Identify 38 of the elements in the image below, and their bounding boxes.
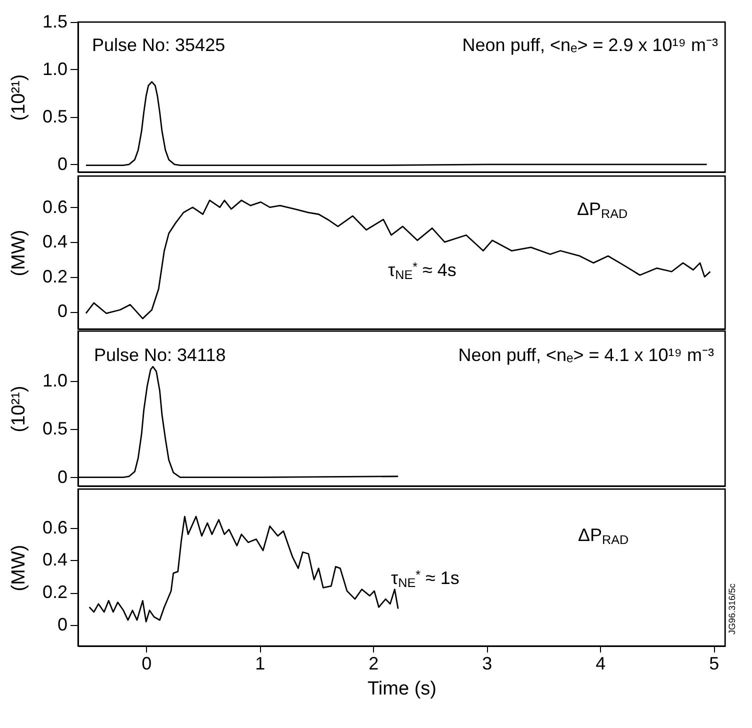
- line-series: [85, 81, 708, 166]
- y-tick-label: 0.4: [42, 550, 68, 570]
- y-tick-label: 0.6: [42, 196, 68, 217]
- line-series: [85, 200, 711, 320]
- y-tick-label: 0.5: [42, 106, 68, 126]
- annotation: τ$_{NE}$$^{*}$ ≈ 4s: [388, 260, 456, 282]
- annotation: Neon puff, <nₑ> = 2.9 x 10¹⁹ m⁻³: [462, 35, 718, 55]
- y-tick-label: 0.6: [42, 517, 68, 538]
- y-axis-title: (10²¹): [8, 74, 30, 121]
- x-tick-label: 3: [482, 654, 492, 674]
- y-tick-label: 1.0: [42, 370, 68, 391]
- annotation: Neon puff, <nₑ> = 4.1 x 10¹⁹ m⁻³: [458, 345, 714, 365]
- annotation: ΔP$_{RAD}$: [578, 525, 629, 548]
- x-tick-label: 5: [709, 654, 720, 674]
- y-axis-title: (MW): [8, 230, 30, 276]
- x-tick-label: 2: [368, 654, 379, 674]
- y-tick-label: 0.4: [42, 232, 68, 252]
- y-axis-title: (MW): [8, 544, 30, 592]
- line-series: [88, 516, 399, 622]
- x-tick-label: 4: [596, 654, 606, 674]
- y-tick-label: 1.0: [42, 58, 68, 79]
- annotation: τ$_{NE}$$^{*}$ ≈ 1s: [391, 568, 460, 590]
- y-tick-label: 0: [57, 154, 68, 174]
- y-tick-label: 0: [57, 466, 68, 487]
- y-tick-label: 0.2: [42, 582, 68, 602]
- x-axis-title: Time (s): [368, 678, 436, 700]
- y-tick-label: 0: [57, 614, 68, 634]
- annotation: Pulse No: 35425: [92, 35, 226, 55]
- y-axis-title: (10²¹): [8, 386, 30, 432]
- text: JG96.316/5c: [727, 582, 737, 635]
- x-tick-label: 0: [142, 654, 152, 674]
- x-tick-label: 1: [255, 654, 266, 674]
- y-tick-label: 0.2: [42, 266, 68, 286]
- y-tick-label: 1.5: [42, 12, 68, 32]
- annotation: Pulse No: 34118: [94, 345, 226, 365]
- annotation: ΔP$_{RAD}$: [577, 199, 628, 222]
- y-tick-label: 0.5: [42, 418, 68, 439]
- y-tick-label: 0: [57, 301, 68, 322]
